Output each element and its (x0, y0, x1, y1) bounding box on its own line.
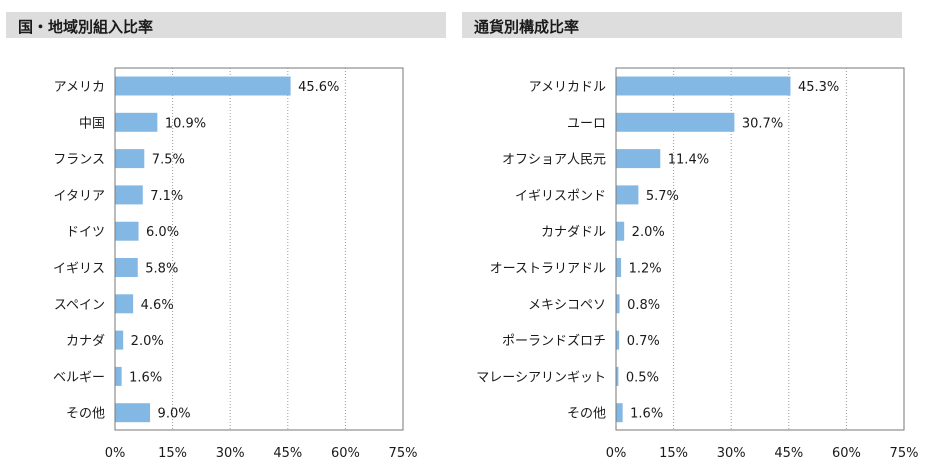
country-x-tick-label: 0% (105, 446, 126, 461)
currency-category-label: イギリスポンド (515, 189, 606, 204)
country-value-label: 9.0% (158, 407, 191, 422)
country-category-label: イギリス (53, 262, 105, 277)
currency-category-label: ユーロ (567, 116, 606, 131)
country-allocation-chart: 0% 15% 30% 45% 60% 75% アメリカ 45.6% 中国 10.9% フランス 7.5… (53, 67, 418, 461)
currency-bar (616, 149, 661, 169)
country-value-label: 7.5% (152, 153, 185, 168)
country-value-label: 10.9% (165, 116, 206, 131)
country-allocation-title-bar: 国・地域別組入比率 (6, 12, 446, 38)
currency-allocation-title: 通貨別構成比率 (474, 18, 580, 36)
country-value-label: 7.1% (150, 189, 183, 204)
country-bar (115, 112, 158, 132)
currency-bar (616, 112, 735, 132)
currency-value-label: 5.7% (646, 189, 679, 204)
currency-bar (616, 185, 639, 205)
country-value-label: 1.6% (129, 370, 162, 385)
currency-bar (616, 258, 622, 277)
country-bar (115, 258, 138, 277)
country-allocation-title: 国・地域別組入比率 (18, 18, 154, 36)
currency-category-label: その他 (567, 407, 606, 422)
country-category-label: ベルギー (53, 370, 105, 385)
country-value-label: 45.6% (298, 80, 339, 95)
country-category-label: カナダ (66, 334, 105, 349)
currency-value-label: 2.0% (632, 225, 665, 240)
currency-category-label: オーストラリアドル (490, 262, 606, 277)
currency-value-label: 1.2% (629, 262, 662, 277)
currency-value-label: 30.7% (742, 116, 783, 131)
country-category-label: その他 (66, 407, 105, 422)
currency-plot-frame (615, 67, 905, 431)
country-allocation-panel: 国・地域別組入比率 0% 15% 30% 45% 60% 75% アメリカ 45.6% 中国 10… (6, 0, 446, 470)
currency-bar (616, 366, 619, 386)
country-x-tick-label: 60% (331, 446, 360, 461)
country-value-label: 6.0% (146, 225, 179, 240)
currency-x-tick-label: 15% (659, 446, 688, 461)
currency-x-tick-label: 75% (890, 446, 919, 461)
currency-x-tick-label: 60% (832, 446, 861, 461)
currency-category-label: アメリカドル (529, 80, 606, 95)
currency-category-label: ポーランドズロチ (502, 333, 606, 349)
country-value-label: 2.0% (131, 334, 164, 349)
country-category-label: フランス (53, 153, 105, 168)
country-bar (115, 76, 291, 96)
currency-bar (616, 76, 791, 96)
country-x-tick-label: 15% (158, 446, 187, 461)
currency-bar (616, 403, 623, 423)
country-category-label: スペイン (54, 298, 105, 313)
country-bar (115, 149, 145, 169)
currency-allocation-panel: 通貨別構成比率 0% 15% 30% 45% 60% 75% アメリカドル 45.3% ユーロ 3… (462, 0, 918, 470)
currency-x-tick-label: 0% (606, 446, 627, 461)
currency-bar (616, 330, 620, 350)
country-category-label: イタリア (54, 189, 105, 204)
currency-value-label: 0.8% (627, 298, 660, 313)
currency-allocation-title-bar: 通貨別構成比率 (462, 12, 902, 38)
country-bar (115, 366, 122, 386)
currency-category-label: カナダドル (541, 225, 606, 240)
country-category-label: 中国 (79, 116, 105, 131)
country-plot-frame (114, 67, 404, 431)
currency-category-label: オフショア人民元 (502, 153, 606, 168)
currency-x-tick-label: 30% (717, 446, 746, 461)
country-bar (115, 403, 151, 423)
country-value-label: 5.8% (145, 262, 178, 277)
currency-category-label: マレーシアリンギット (476, 370, 606, 385)
country-x-tick-label: 75% (389, 446, 418, 461)
currency-x-tick-label: 45% (774, 446, 803, 461)
country-bar (115, 294, 134, 314)
country-bar (115, 221, 139, 241)
currency-bar (616, 221, 625, 241)
currency-value-label: 45.3% (798, 80, 839, 95)
country-bar (115, 185, 143, 205)
currency-value-label: 1.6% (630, 407, 663, 422)
country-value-label: 4.6% (141, 298, 174, 313)
country-x-tick-label: 45% (273, 446, 302, 461)
country-category-label: ドイツ (66, 225, 105, 240)
country-category-label: アメリカ (54, 80, 105, 95)
currency-allocation-chart: 0% 15% 30% 45% 60% 75% アメリカドル 45.3% ユーロ 30.7% オフショ… (476, 67, 918, 461)
currency-value-label: 11.4% (668, 153, 709, 168)
currency-category-label: メキシコペソ (528, 298, 606, 313)
country-x-tick-label: 30% (216, 446, 245, 461)
currency-value-label: 0.5% (626, 370, 659, 385)
currency-value-label: 0.7% (627, 334, 660, 349)
country-bar (115, 330, 124, 350)
currency-bar (616, 294, 620, 314)
